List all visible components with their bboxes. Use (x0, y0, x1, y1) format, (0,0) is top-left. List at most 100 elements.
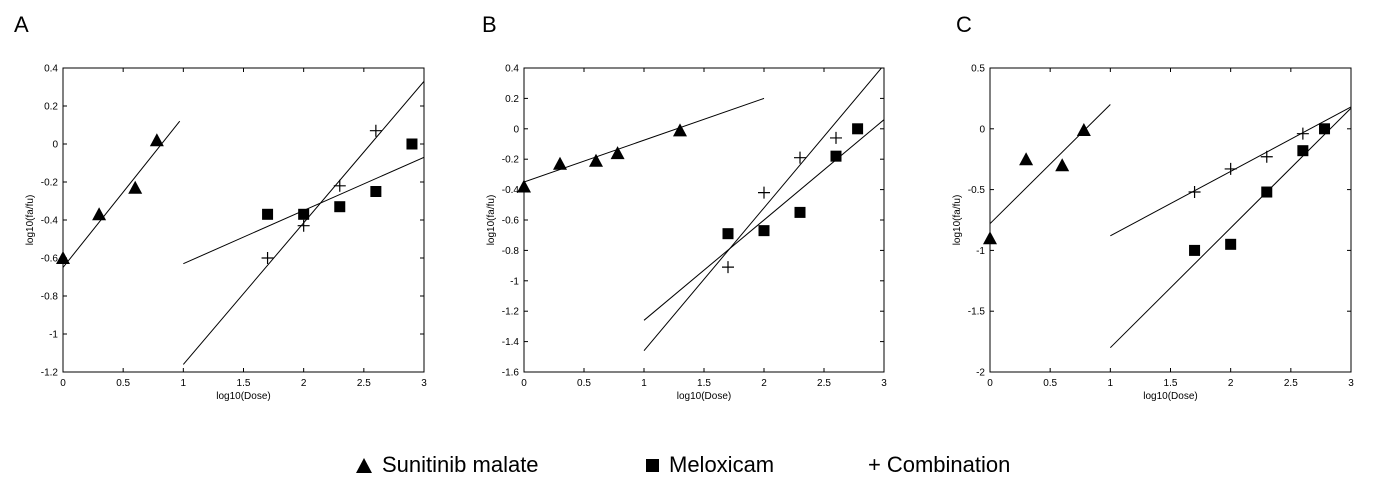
data-point-combination (830, 131, 842, 144)
y-tick-label: -2 (976, 368, 985, 379)
y-tick-label: 0.4 (44, 64, 58, 75)
y-tick-label: -1 (49, 330, 58, 341)
y-tick-label: -1 (976, 246, 985, 257)
x-tick-label: 0.5 (1043, 378, 1057, 389)
y-tick-label: 0.4 (505, 64, 519, 75)
x-tick-label: 2.5 (357, 378, 371, 389)
y-tick-label: -0.4 (502, 185, 520, 196)
x-tick-label: 1 (181, 378, 187, 389)
y-tick-label: -1.5 (968, 307, 986, 318)
data-point-sunitinib-malate (128, 180, 143, 194)
legend-item-meloxicam: Meloxicam (646, 452, 774, 478)
data-point-combination (794, 151, 806, 164)
data-point-meloxicam (722, 228, 734, 240)
x-axis-label: log10(Dose) (216, 391, 270, 402)
data-point-meloxicam (406, 138, 418, 150)
panel-label: C (956, 12, 972, 37)
y-tick-label: 0 (979, 124, 985, 135)
y-tick-label: -0.8 (502, 246, 520, 257)
data-point-sunitinib-malate (149, 133, 164, 147)
y-tick-label: 0.2 (44, 102, 58, 113)
chart-panel-a: A 0 0.5 1 1.5 2 2.5 3 -1.2 -1 -0.8 -0.6 -0.4 -0.2 0 0.2… (14, 12, 427, 402)
data-point-sunitinib-malate (1019, 152, 1034, 166)
data-point-meloxicam (1297, 145, 1309, 157)
x-axis-label: log10(Dose) (677, 391, 731, 402)
x-tick-label: 1.5 (1164, 378, 1178, 389)
panel-label: A (14, 12, 29, 37)
legend-label-meloxicam: Meloxicam (669, 452, 775, 477)
data-point-combination (1224, 162, 1237, 175)
x-tick-label: 2.5 (817, 378, 831, 389)
y-tick-label: -0.5 (968, 185, 986, 196)
y-axis-label: log10(fa/fu) (25, 195, 36, 246)
x-tick-label: 2 (1228, 378, 1234, 389)
data-point-combination (1188, 186, 1201, 199)
data-point-sunitinib-malate (92, 207, 107, 221)
x-tick-label: 1 (641, 378, 647, 389)
fit-line-meloxicam (643, 119, 884, 321)
fit-line-sunitinib-malate (990, 104, 1111, 225)
x-tick-label: 0.5 (577, 378, 591, 389)
data-point-sunitinib-malate (610, 146, 625, 160)
x-tick-label: 2 (761, 378, 767, 389)
data-point-combination (722, 261, 734, 274)
chart-panel-b: B 0 0.5 1 1.5 2 2.5 3 -1.6 -1.4 -1.2 -1 -0.8 -0.6 -0.4… (482, 12, 887, 402)
x-tick-label: 0 (60, 378, 66, 389)
fit-line-meloxicam (1109, 107, 1351, 349)
data-point-sunitinib-malate (983, 231, 997, 245)
data-point-meloxicam (298, 208, 310, 220)
y-tick-label: 0 (513, 124, 519, 135)
x-tick-label: 1.5 (237, 378, 251, 389)
y-tick-label: -0.2 (41, 178, 59, 189)
chart-panel-c: C 0 0.5 1 1.5 2 2.5 3 -2 -1.5 -1 -0.5 0 0.5 log10(Dose… (952, 12, 1354, 402)
data-point-sunitinib-malate (1076, 123, 1091, 137)
x-tick-label: 0.5 (116, 378, 130, 389)
data-point-sunitinib-malate (1055, 158, 1070, 172)
data-point-sunitinib-malate (517, 179, 531, 193)
triangle-marker-icon (356, 457, 372, 473)
x-tick-label: 0 (987, 378, 993, 389)
y-tick-label: -0.4 (41, 216, 59, 227)
y-tick-label: -1 (510, 276, 519, 287)
y-tick-label: -1.2 (41, 368, 59, 379)
data-point-combination (333, 179, 346, 192)
legend: Sunitinib malate Meloxicam + Combination (0, 452, 1394, 488)
y-tick-label: -0.8 (41, 292, 59, 303)
x-axis-label: log10(Dose) (1143, 391, 1197, 402)
y-tick-label: 0.5 (971, 64, 985, 75)
x-tick-label: 0 (521, 378, 527, 389)
y-tick-label: -1.4 (502, 337, 520, 348)
y-axis-label: log10(fa/fu) (486, 195, 497, 246)
x-tick-label: 3 (421, 378, 427, 389)
y-tick-label: -0.6 (41, 254, 59, 265)
y-tick-label: -1.6 (502, 368, 520, 379)
data-point-meloxicam (1319, 123, 1331, 135)
x-tick-label: 2 (301, 378, 307, 389)
data-point-meloxicam (334, 201, 346, 213)
legend-item-sunitinib: Sunitinib malate (356, 452, 539, 478)
data-point-meloxicam (262, 208, 274, 220)
data-point-meloxicam (1225, 238, 1237, 250)
legend-label-combination: Combination (886, 452, 1011, 477)
data-point-meloxicam (852, 123, 864, 135)
data-point-combination (297, 219, 310, 232)
fit-line-combination (643, 68, 883, 352)
panel-label: B (482, 12, 497, 37)
data-point-meloxicam (370, 186, 382, 197)
legend-item-combination: + Combination (868, 452, 1010, 478)
plot-frame (989, 67, 1352, 373)
data-point-sunitinib-malate (589, 153, 603, 167)
data-point-meloxicam (794, 206, 806, 218)
data-point-sunitinib-malate (56, 251, 70, 264)
y-tick-label: -0.2 (502, 155, 520, 166)
data-point-combination (1260, 150, 1273, 163)
data-point-combination (758, 186, 770, 199)
data-point-meloxicam (1261, 186, 1273, 198)
y-tick-label: 0 (52, 140, 58, 151)
legend-label-sunitinib: Sunitinib malate (382, 452, 539, 477)
y-tick-label: 0.2 (505, 94, 519, 105)
data-point-combination (1296, 127, 1309, 140)
data-point-combination (261, 252, 274, 264)
data-point-meloxicam (830, 150, 842, 162)
